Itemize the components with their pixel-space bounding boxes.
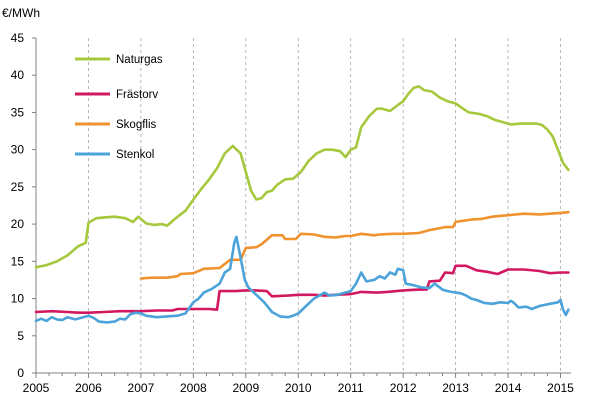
y-tick-label: 40 (11, 68, 25, 82)
x-tick-label: 2014 (495, 381, 522, 395)
legend-label-naturgas: Naturgas (116, 54, 163, 66)
x-tick-label: 2012 (390, 381, 417, 395)
series-line-stenkol (34, 235, 570, 324)
legend-label-skogflis: Skogflis (116, 119, 157, 131)
x-tick-label: 2009 (232, 381, 259, 395)
vertical-gridlines (88, 38, 561, 373)
y-tick-label: 0 (17, 366, 24, 380)
y-tick-label: 45 (11, 31, 25, 45)
series-lines (34, 85, 570, 324)
x-tick-label: 2011 (338, 381, 364, 395)
legend-label-frästorv: Frästorv (116, 89, 158, 101)
x-tick-label: 2013 (442, 381, 469, 395)
y-tick-label: 30 (11, 143, 25, 157)
y-tick-label: 35 (11, 105, 25, 119)
x-tick-label: 2006 (75, 381, 102, 395)
y-tick-label: 25 (11, 180, 25, 194)
y-tick-label: 20 (11, 217, 25, 231)
y-tick-label: 5 (17, 329, 24, 343)
axes (32, 37, 571, 378)
legend: Naturgas Frästorv Skogflis Stenkol (75, 54, 163, 161)
y-tick-label: 10 (11, 292, 25, 306)
x-tick-label: 2010 (285, 381, 312, 395)
series-line-skogflis (139, 210, 570, 280)
y-tick-label: 15 (11, 254, 25, 268)
legend-label-stenkol: Stenkol (116, 149, 154, 161)
series-line-naturgas (34, 85, 570, 269)
tick-labels: 0 5 10 15 20 25 30 35 40 45 2005 2006 2007 2008 2009 20… (11, 31, 575, 395)
x-tick-label: 2007 (128, 381, 155, 395)
x-tick-label: 2008 (180, 381, 207, 395)
x-tick-label: 2015 (547, 381, 574, 395)
x-tick-label: 2005 (23, 381, 50, 395)
y-axis-unit-label: €/MWh (2, 6, 40, 20)
series-line-frästorv (34, 264, 570, 314)
